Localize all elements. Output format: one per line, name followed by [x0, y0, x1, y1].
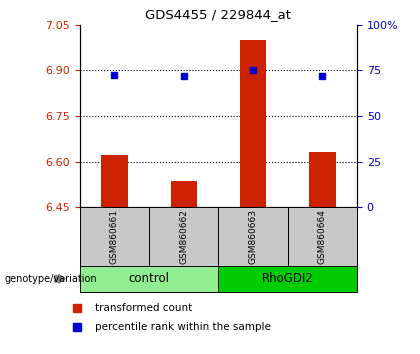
Text: genotype/variation: genotype/variation: [4, 274, 97, 284]
Bar: [218, 266, 357, 292]
Bar: [149, 207, 218, 266]
Text: percentile rank within the sample: percentile rank within the sample: [95, 322, 271, 332]
Text: control: control: [129, 272, 170, 285]
Bar: [80, 266, 218, 292]
Bar: [171, 181, 197, 207]
Bar: [288, 207, 357, 266]
Bar: [80, 207, 149, 266]
Bar: [218, 207, 288, 266]
Bar: [309, 153, 336, 207]
Text: GSM860663: GSM860663: [249, 209, 257, 264]
Text: GSM860662: GSM860662: [179, 209, 188, 264]
Text: RhoGDI2: RhoGDI2: [262, 272, 314, 285]
Text: GSM860664: GSM860664: [318, 209, 327, 264]
Title: GDS4455 / 229844_at: GDS4455 / 229844_at: [145, 8, 291, 21]
Bar: [101, 155, 128, 207]
Text: GSM860661: GSM860661: [110, 209, 119, 264]
Bar: [240, 40, 266, 207]
Text: transformed count: transformed count: [95, 303, 192, 313]
